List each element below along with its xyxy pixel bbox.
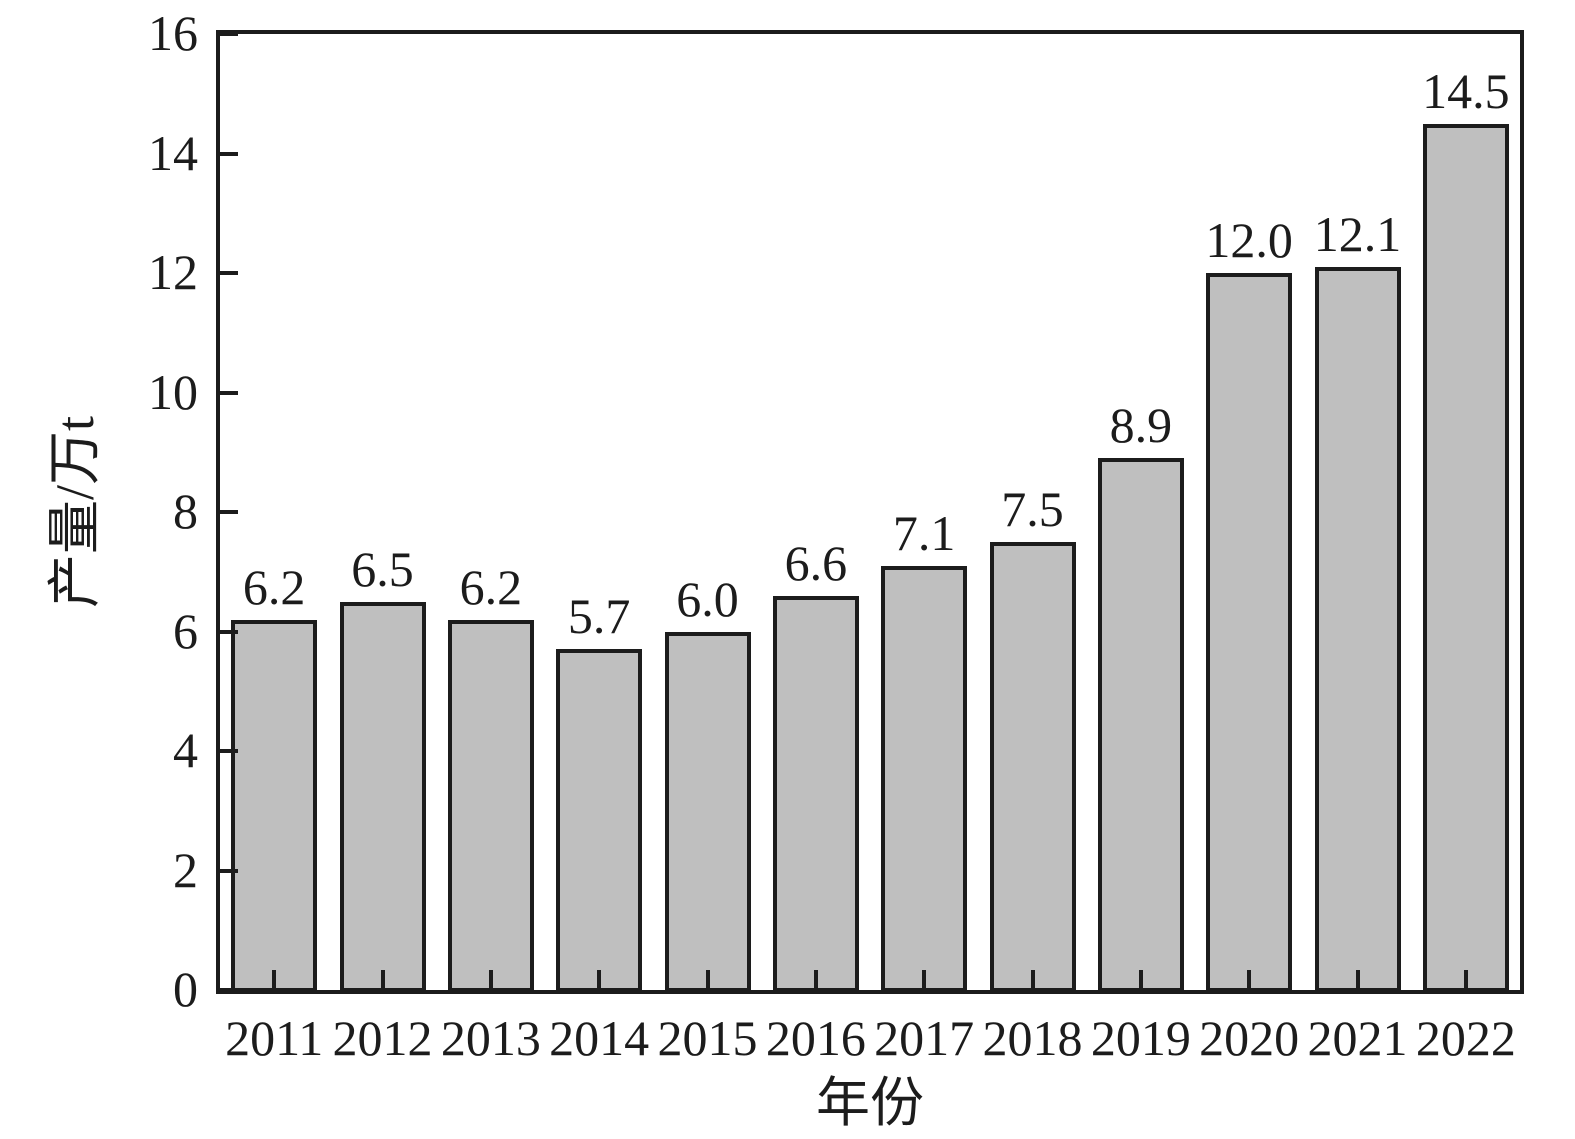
bar-value-label: 7.5: [1001, 480, 1064, 537]
x-tick-label: 2015: [657, 1010, 758, 1066]
y-tick-label: 14: [148, 124, 198, 181]
y-tick: [220, 749, 238, 753]
y-axis-title: 产量/万t: [45, 415, 105, 609]
x-tick: [1355, 970, 1360, 990]
bar-value-label: 8.9: [1109, 397, 1173, 454]
y-tick-label: 2: [173, 841, 198, 898]
x-tick: [380, 970, 385, 990]
x-tick: [1030, 970, 1035, 990]
x-axis-title: 年份: [816, 1073, 924, 1133]
bar-2013: [447, 619, 534, 992]
y-tick: [220, 151, 238, 156]
bar-value-label: 6.0: [676, 570, 739, 627]
bar-value-label: 7.1: [892, 504, 956, 561]
bar-2015: [664, 631, 751, 992]
x-tick-label: 2012: [332, 1010, 433, 1066]
bar-value-label: 5.7: [567, 588, 631, 645]
x-tick-label: 2017: [874, 1010, 975, 1066]
x-tick: [813, 970, 818, 990]
bar-2017: [881, 565, 968, 992]
y-tick-label: 10: [148, 363, 198, 420]
bar-2021: [1314, 267, 1401, 992]
bar-2020: [1206, 273, 1293, 992]
y-tick: [220, 868, 238, 873]
bar-2012: [339, 601, 426, 992]
y-tick: [220, 390, 238, 395]
bar-value-label: 6.6: [784, 534, 848, 591]
bar-value-label: 6.2: [242, 558, 306, 615]
y-tick: [220, 32, 238, 36]
y-tick: [220, 510, 238, 514]
x-tick: [922, 970, 927, 990]
x-tick-label: 2014: [549, 1010, 650, 1066]
y-tick-label: 12: [148, 244, 198, 300]
x-tick: [1138, 970, 1143, 990]
y-tick-label: 4: [173, 722, 198, 778]
bar-2022: [1422, 123, 1509, 992]
x-tick: [1247, 970, 1252, 990]
x-tick-label: 2018: [982, 1010, 1083, 1066]
bar-2018: [989, 541, 1076, 992]
x-tick-label: 2013: [440, 1010, 541, 1066]
bar-2014: [556, 649, 643, 992]
x-tick: [272, 970, 277, 990]
x-tick-label: 2011: [225, 1010, 324, 1066]
bar-value-label: 6.5: [351, 540, 414, 597]
y-tick: [220, 988, 238, 992]
y-tick-label: 16: [148, 5, 198, 61]
x-tick-label: 2019: [1090, 1010, 1191, 1066]
x-tick: [705, 970, 710, 990]
x-tick-label: 2021: [1307, 1010, 1408, 1066]
bar-2016: [772, 595, 859, 992]
bar-value-label: 12.1: [1313, 206, 1402, 263]
y-tick-label: 6: [173, 602, 198, 659]
x-tick-label: 2016: [765, 1010, 866, 1066]
y-tick: [220, 629, 238, 634]
bar-value-label: 6.2: [459, 558, 523, 615]
x-tick: [1463, 970, 1468, 990]
x-tick: [488, 970, 493, 990]
y-tick-label: 0: [173, 961, 198, 1017]
x-tick-label: 2020: [1199, 1010, 1300, 1066]
x-tick: [597, 970, 602, 990]
bar-value-label: 12.0: [1205, 212, 1293, 268]
bar-2011: [231, 619, 318, 992]
bar-value-label: 14.5: [1422, 62, 1510, 119]
bar-2019: [1097, 458, 1184, 992]
y-tick: [220, 271, 238, 275]
y-tick-label: 8: [173, 483, 198, 539]
x-tick-label: 2022: [1415, 1010, 1516, 1066]
